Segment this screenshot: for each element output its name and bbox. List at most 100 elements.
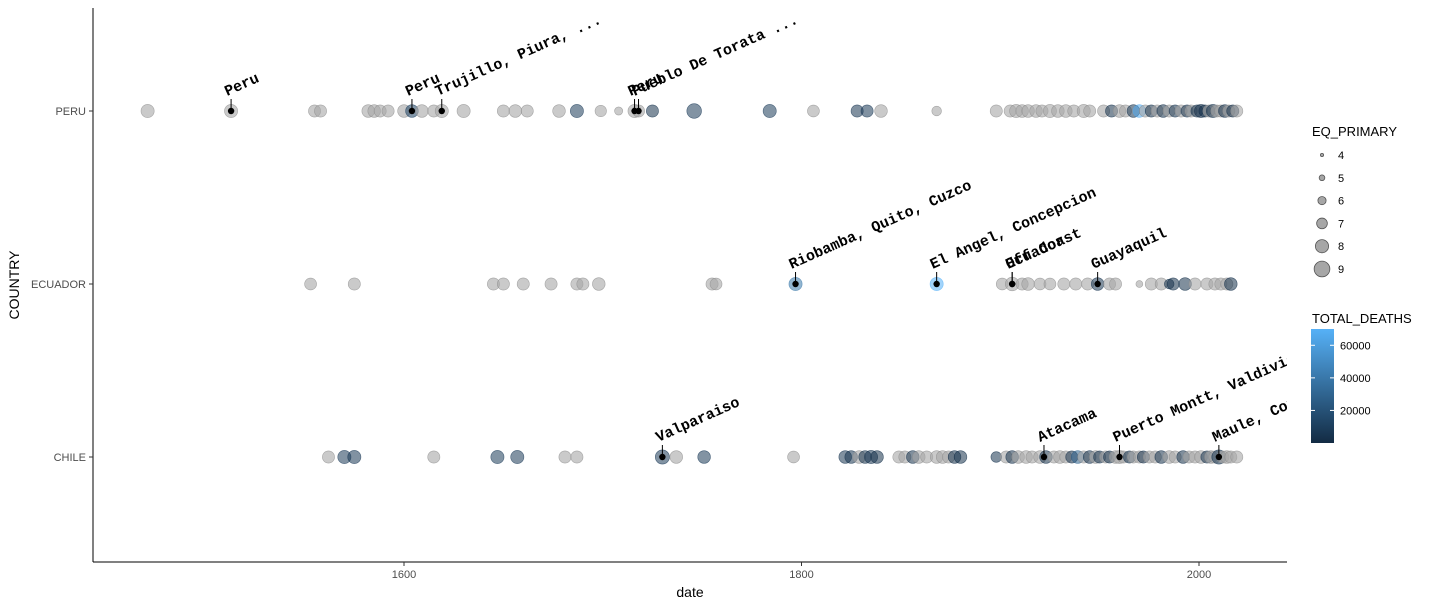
data-point: [552, 104, 566, 118]
size-legend-title: EQ_PRIMARY: [1312, 124, 1397, 139]
data-point: [697, 450, 711, 464]
data-point: [490, 450, 505, 464]
data-point: [1057, 277, 1071, 291]
data-point: [1230, 104, 1244, 118]
annotation-label: Puerto Montt, Valdivia: [1111, 350, 1299, 446]
data-point: [807, 104, 820, 118]
data-point: [762, 104, 777, 118]
data-point: [576, 277, 590, 291]
annotation-label: Trujillo, Piura, ...: [433, 12, 604, 101]
data-point: [544, 277, 558, 291]
data-point: [510, 450, 525, 464]
annotation-marker: [1094, 280, 1101, 288]
annotation-marker: [1116, 453, 1123, 461]
data-point: [508, 104, 522, 118]
x-tick-label: 2000: [1187, 569, 1211, 581]
data-point: [1166, 277, 1180, 291]
data-point: [1069, 277, 1083, 291]
data-point: [669, 450, 683, 464]
annotation-marker: [1040, 453, 1048, 461]
annotation-label: Guayaquil: [1089, 225, 1170, 273]
size-legend-label: 7: [1338, 218, 1344, 230]
data-point: [646, 104, 659, 118]
data-point: [1109, 277, 1122, 291]
x-tick-label: 1800: [789, 569, 813, 581]
points-layer: [140, 103, 1244, 465]
annotation-label: Peru: [222, 70, 262, 100]
annotation-marker: [659, 453, 666, 461]
annotation-marker: [635, 107, 642, 115]
annotation-label: Valparaiso: [653, 394, 742, 446]
size-legend-key: [1313, 260, 1331, 278]
size-legend-key: [1317, 196, 1327, 206]
color-legend-label: 40000: [1340, 373, 1371, 385]
data-point: [314, 104, 327, 118]
data-point: [989, 104, 1003, 118]
size-legend-key: [1320, 152, 1325, 157]
size-legend-label: 6: [1338, 196, 1344, 208]
y-axis-title: COUNTRY: [6, 250, 22, 320]
color-legend-label: 20000: [1340, 405, 1371, 417]
size-legend-key: [1315, 239, 1330, 254]
data-point: [520, 104, 534, 118]
x-tick-label: 1600: [392, 569, 416, 581]
y-tick-label: CHILE: [54, 452, 86, 464]
size-legend-key: [1318, 174, 1326, 182]
annotation-label: Pueblo De Torata ...: [630, 12, 801, 101]
color-legend-bar: [1311, 329, 1334, 443]
data-point: [427, 450, 441, 464]
size-legend-key: [1316, 217, 1328, 230]
data-point: [304, 277, 317, 291]
annotation-marker: [227, 107, 235, 115]
annotation-marker: [1215, 453, 1223, 461]
y-tick-label: PERU: [55, 106, 86, 118]
data-point: [1021, 277, 1035, 291]
axes-layer: 1600 1800 2000 CHILE ECUADOR PERU: [31, 8, 1287, 581]
data-point: [870, 450, 884, 464]
size-legend-label: 9: [1338, 264, 1344, 276]
data-point: [347, 277, 361, 291]
data-point: [1043, 277, 1057, 291]
annotation-label: Atacama: [1035, 405, 1099, 446]
data-point: [592, 277, 606, 291]
annotation-marker: [933, 280, 940, 288]
annotation-marker: [1008, 280, 1016, 288]
y-tick-label: ECUADOR: [31, 279, 86, 291]
data-point: [140, 104, 155, 118]
size-legend-label: 4: [1338, 150, 1344, 162]
data-point: [570, 450, 584, 464]
size-legend-label: 5: [1338, 173, 1344, 185]
data-point: [496, 104, 510, 118]
data-point: [456, 104, 471, 118]
data-point: [1224, 277, 1238, 291]
size-legend-label: 8: [1338, 241, 1344, 253]
x-axis-title: date: [676, 584, 703, 600]
data-point: [1135, 280, 1144, 288]
data-point: [1230, 450, 1244, 464]
data-point: [709, 277, 723, 291]
data-point: [381, 104, 395, 118]
data-point: [558, 450, 572, 464]
data-point: [614, 106, 624, 116]
data-point: [1083, 104, 1097, 118]
data-point: [874, 104, 888, 118]
data-point: [516, 277, 530, 291]
data-point: [322, 450, 335, 464]
annotation-marker: [438, 107, 445, 115]
data-point: [931, 105, 942, 117]
color-legend-title: TOTAL_DEATHS: [1312, 311, 1412, 326]
annotation-marker: [792, 280, 799, 288]
data-point: [787, 450, 800, 464]
data-point: [570, 104, 584, 118]
data-point: [594, 104, 607, 118]
color-legend: TOTAL_DEATHS 20000 40000 60000: [1311, 311, 1412, 443]
data-point: [415, 104, 429, 118]
size-legend: EQ_PRIMARY 4 5 6 7 8 9: [1312, 124, 1397, 278]
color-legend-label: 60000: [1340, 340, 1371, 352]
annotation-marker: [408, 107, 416, 115]
data-point: [496, 277, 510, 291]
data-point: [860, 104, 874, 118]
